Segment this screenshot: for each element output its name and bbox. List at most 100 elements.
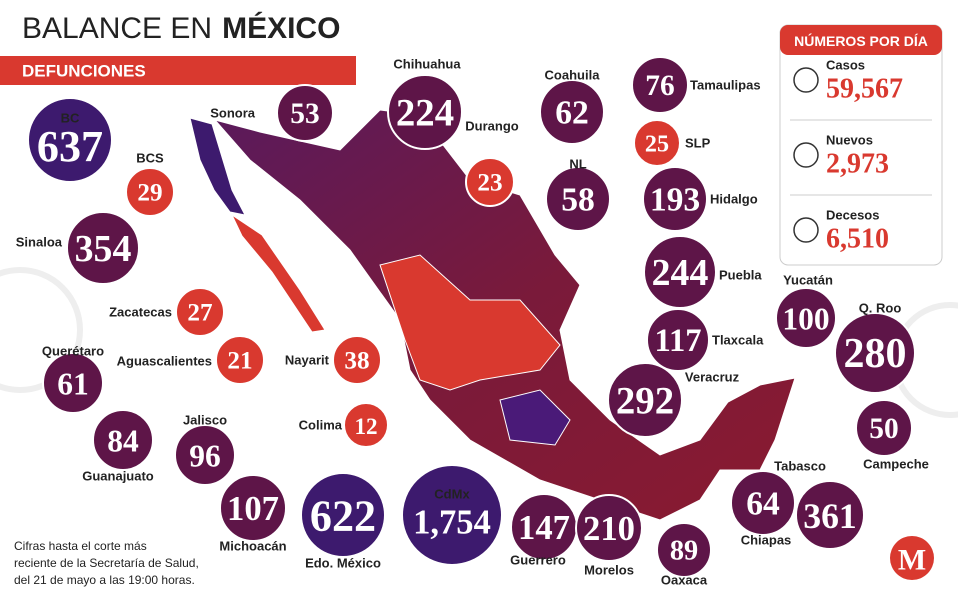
state-name: Chihuahua [393,57,461,72]
state-circle [387,74,463,150]
state-value: 29 [137,180,162,207]
state: 25 SLP [633,119,711,167]
panel-icon [793,217,819,243]
state-circle [343,402,389,448]
state: 27 Zacatecas [109,287,225,337]
state-name: BCS [136,151,164,166]
map [189,109,796,521]
state: 62 Coahuila [539,68,605,145]
state-name: Durango [465,119,519,134]
state-circle [300,472,386,558]
panel-value: 59,567 [826,74,903,105]
subtitle-bar [0,56,356,85]
state-name: Guanajuato [82,469,154,484]
state-value: 210 [583,510,635,548]
state-value: 76 [645,70,674,102]
state-name: Zacatecas [109,305,172,320]
state: 50 Campeche [855,399,929,472]
state-name: Tlaxcala [712,333,764,348]
state-value: 23 [477,170,502,197]
footnote-line: Cifras hasta el corte más [14,539,147,553]
state-name: Aguascalientes [117,354,212,369]
state: 1,754 CdMx [401,464,503,566]
state-circle [643,235,717,309]
state: 622 Edo. México [300,472,386,571]
state-circle [575,494,643,562]
panel-title: NÚMEROS POR DÍA [794,32,928,49]
state-value: 27 [187,300,212,327]
state-name: Nayarit [285,353,330,368]
state-circle [92,409,154,471]
state: 193 Hidalgo [642,166,758,232]
state-name: Querétaro [42,344,104,359]
state: 12 Colima [299,402,389,448]
title: BALANCE EN MÉXICO [22,11,340,45]
state-value: 58 [561,182,595,219]
panel-value: 2,973 [826,149,889,180]
state-circle [219,474,287,542]
state-value: 117 [654,323,701,359]
state: 224 Chihuahua [387,57,463,150]
state-value: 21 [227,348,252,375]
state-circle [175,287,225,337]
state-value: 62 [555,95,589,132]
state-value: 361 [803,496,857,536]
footnote: Cifras hasta el corte más reciente de la … [14,539,199,587]
state-value: 193 [650,182,700,219]
state-name: Guerrero [510,553,566,568]
state: 23 Durango [465,119,519,207]
state: 21 Aguascalientes [117,335,265,385]
state-value: 637 [37,122,103,171]
title-light: BALANCE EN [22,12,212,45]
state: 210 Morelos [575,494,643,578]
state-name: Oaxaca [661,573,708,588]
state: 361 Tabasco [774,459,865,550]
state-name: Hidalgo [710,192,758,207]
logo-circle [890,536,934,580]
state-name: SLP [685,136,711,151]
state-value: 96 [189,439,221,474]
panel-icon [793,142,819,168]
state-circle [401,464,503,566]
state-value: 100 [782,302,829,337]
state-circle [795,480,865,550]
state-name: Veracruz [685,370,740,385]
state-name: Colima [299,418,343,433]
state: 96 Jalisco [174,413,236,486]
state-name: BC [61,111,80,126]
map-baja [189,117,246,216]
state: 354 Sinaloa [16,211,140,285]
state-name: Campeche [863,457,929,472]
state: 58 NL [545,157,611,232]
state-circle [855,399,913,457]
panel-header [780,25,942,55]
state-value: 292 [616,380,674,423]
state: 147 Guerrero [510,493,578,568]
state-circle [633,119,681,167]
state-name: CdMx [434,487,470,502]
state-name: Yucatán [783,273,833,288]
title-bold: MÉXICO [222,11,340,45]
state: 117 Tlaxcala [646,308,764,372]
state-circle [834,312,916,394]
state-name: Tabasco [774,459,826,474]
subtitle: DEFUNCIONES [22,62,146,81]
state-name: Michoacán [219,539,286,554]
state: 292 Veracruz [607,362,740,438]
panel-label: Decesos [826,208,879,223]
state-name: NL [569,157,586,172]
map-bcs [230,213,326,333]
state-circle [66,211,140,285]
state: 84 Guanajuato [82,409,154,484]
panel-label: Casos [826,58,865,73]
state-value: 1,754 [413,504,491,542]
state-circle [656,522,712,578]
state-circle [42,352,104,414]
state-circle [545,166,611,232]
state-value: 224 [396,92,454,135]
state: 38 Nayarit [285,335,382,385]
state-value: 354 [75,228,132,270]
state-circle [607,362,683,438]
